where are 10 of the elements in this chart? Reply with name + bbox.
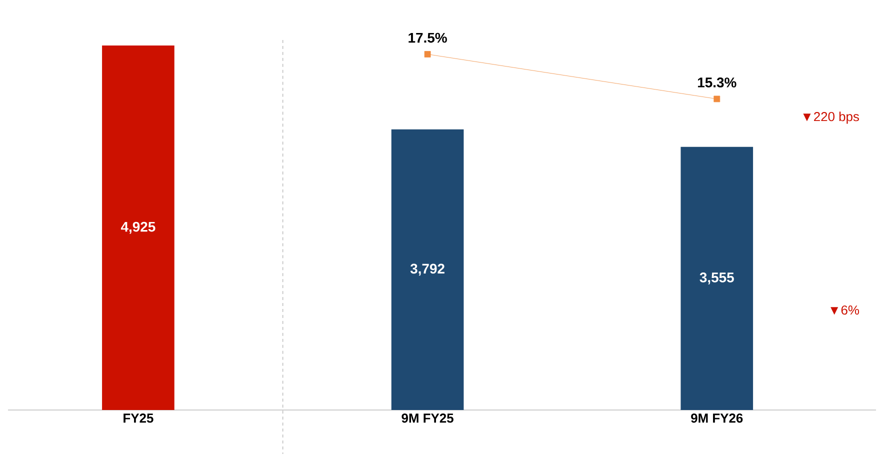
data-label: 3,555 bbox=[700, 272, 734, 284]
annotation: ▼6% bbox=[830, 305, 860, 315]
x-tick-label: 9M FY25 bbox=[402, 414, 454, 423]
x-tick-label: 9M FY26 bbox=[691, 414, 743, 423]
data-label: 3,792 bbox=[410, 264, 444, 276]
x-tick-label: FY25 bbox=[124, 414, 154, 423]
data-label: 17.5% bbox=[408, 32, 447, 43]
annotation: ▼220 bps bbox=[803, 112, 859, 124]
data-label: 4,925 bbox=[120, 222, 156, 234]
data-label: 15.3% bbox=[698, 78, 736, 88]
